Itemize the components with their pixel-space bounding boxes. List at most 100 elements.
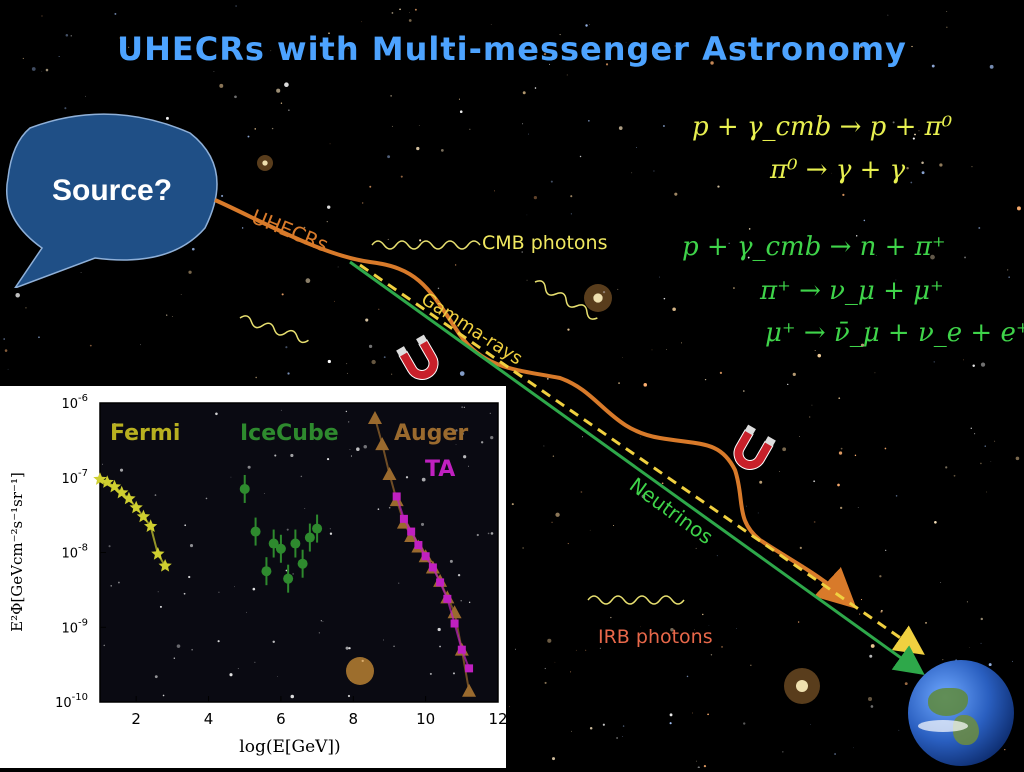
spectrum-chart-svg: 2 4 6 8 10 12 10-6 10-7 10-8 10-9 10-10 Fermi IceC… [8, 393, 508, 757]
star [736, 628, 737, 629]
plot-star [254, 661, 256, 663]
star [166, 314, 168, 316]
star [631, 172, 633, 174]
plot-star [304, 507, 306, 509]
equation-3: p + γ_cmb → n + π⁺ [682, 232, 946, 262]
star [570, 671, 572, 673]
star [613, 525, 615, 527]
plot-star [457, 573, 461, 577]
star [921, 171, 925, 175]
plot-star [205, 497, 208, 500]
star [625, 42, 627, 43]
star [622, 725, 625, 727]
star [549, 63, 550, 65]
cmb-photons-label: CMB photons [482, 232, 608, 254]
star [38, 336, 40, 339]
equation-4: π⁺ → ν_μ + μ⁺ [760, 276, 944, 306]
star [838, 397, 841, 399]
plot-star [322, 621, 324, 622]
star [693, 629, 695, 631]
plot-star [101, 463, 103, 465]
plot-star [347, 694, 351, 698]
star [288, 109, 290, 112]
star [408, 19, 412, 22]
plot-star [476, 533, 479, 537]
data-point-icecube [268, 538, 279, 549]
plot-star [188, 575, 191, 579]
star [994, 440, 996, 442]
star [346, 372, 348, 374]
plot-star [350, 455, 353, 457]
earth-image [908, 660, 1014, 766]
data-point-ta [457, 645, 466, 654]
photon-wave-middle [534, 280, 598, 320]
star [171, 316, 173, 317]
star [527, 133, 529, 135]
star [695, 547, 697, 549]
data-point-icecube [239, 483, 250, 494]
plot-star [349, 449, 351, 450]
star [1008, 276, 1010, 278]
x-tick-label: 2 [131, 710, 141, 728]
star [254, 128, 256, 130]
star [533, 196, 537, 200]
star [270, 50, 272, 52]
star [942, 659, 944, 661]
irb-photon-wave [587, 595, 685, 605]
star [854, 454, 857, 457]
data-point-ta [450, 619, 459, 628]
photon-wave-left [239, 315, 309, 344]
data-point-fermi [115, 485, 129, 499]
data-point-fermi [136, 509, 151, 523]
plot-star [398, 582, 400, 584]
star [717, 185, 720, 188]
data-point-ta [421, 552, 430, 561]
star [622, 736, 623, 737]
plot-star [345, 646, 349, 650]
star [544, 667, 546, 670]
galaxy-core [796, 680, 808, 692]
data-point-ta [465, 664, 474, 673]
star [980, 617, 983, 621]
star [551, 521, 553, 523]
star [64, 107, 67, 110]
star [863, 219, 866, 222]
legend-auger: Auger [394, 421, 468, 446]
star [856, 235, 858, 237]
star [654, 49, 656, 50]
data-point-ta [407, 527, 416, 536]
star [778, 471, 780, 472]
star [419, 239, 422, 242]
star [665, 631, 667, 633]
star [459, 110, 463, 114]
star [618, 382, 620, 384]
star [605, 63, 609, 66]
star [391, 373, 393, 375]
plot-star [449, 559, 453, 563]
star [454, 264, 457, 266]
star [440, 148, 444, 152]
data-point-icecube [297, 558, 308, 569]
star [165, 116, 169, 120]
plot-star [320, 620, 322, 622]
y-tick-label: 10-9 [61, 617, 88, 636]
star [180, 294, 182, 296]
star [857, 507, 859, 508]
plot-star [326, 457, 330, 461]
star [869, 654, 873, 658]
star [221, 194, 224, 198]
star [89, 344, 92, 347]
star [3, 338, 5, 340]
star [522, 123, 524, 125]
data-point-fermi [129, 500, 143, 514]
star [672, 307, 676, 312]
equation-1: p + γ_cmb → p + π⁰ [692, 112, 953, 142]
star [219, 83, 224, 88]
star [968, 646, 970, 648]
y-tick-label: 10-8 [61, 543, 88, 562]
star [716, 555, 718, 557]
plot-star [215, 412, 218, 416]
star [787, 383, 789, 386]
magnet-icon [396, 334, 439, 380]
